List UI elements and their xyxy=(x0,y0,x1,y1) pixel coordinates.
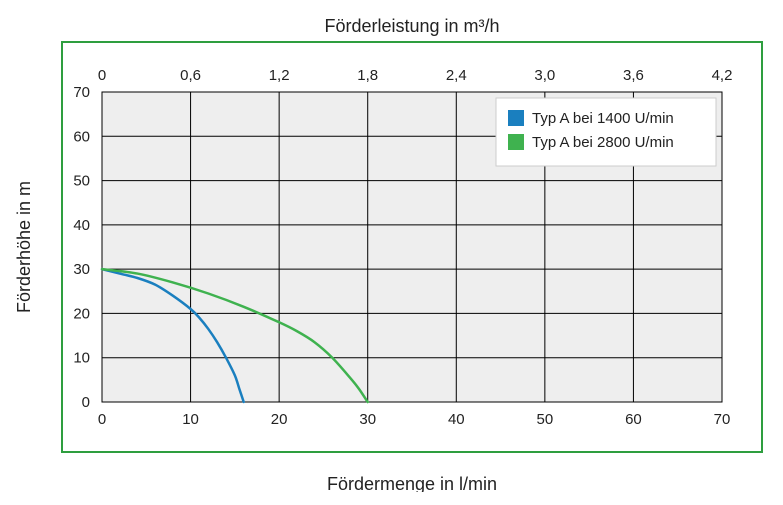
x-tick-top: 3,6 xyxy=(622,67,643,84)
y-axis-title: Förderhöhe in m xyxy=(14,181,34,313)
x-axis-bottom-title: Fördermenge in l/min xyxy=(326,474,496,492)
legend-swatch xyxy=(508,134,524,150)
legend-box xyxy=(496,98,716,166)
x-axis-top-title: Förderleistung in m³/h xyxy=(324,16,499,36)
x-tick-top: 4,2 xyxy=(711,67,732,84)
x-tick-bottom: 0 xyxy=(97,411,105,428)
y-tick: 30 xyxy=(73,261,90,278)
x-tick-top: 2,4 xyxy=(445,67,466,84)
x-tick-top: 1,8 xyxy=(357,67,378,84)
pump-curve-chart: 0 10 20 30 40 50 60 70 0 0,6 1,2 1,8 2,4 3,0 3,6 4,2 0 10… xyxy=(12,10,772,492)
x-tick-bottom: 50 xyxy=(536,411,553,428)
x-tick-top: 1,2 xyxy=(268,67,289,84)
legend-label: Typ A bei 2800 U/min xyxy=(532,134,674,151)
x-tick-bottom: 10 xyxy=(182,411,199,428)
y-tick: 70 xyxy=(73,84,90,101)
legend-label: Typ A bei 1400 U/min xyxy=(532,110,674,127)
x-tick-top: 0 xyxy=(97,67,105,84)
y-tick: 20 xyxy=(73,305,90,322)
chart-container: 0 10 20 30 40 50 60 70 0 0,6 1,2 1,8 2,4 3,0 3,6 4,2 0 10… xyxy=(12,10,772,492)
legend-swatch xyxy=(508,110,524,126)
x-tick-top: 0,6 xyxy=(180,67,201,84)
x-tick-bottom: 70 xyxy=(713,411,730,428)
x-tick-top: 3,0 xyxy=(534,67,555,84)
x-tick-bottom: 20 xyxy=(270,411,287,428)
y-tick: 0 xyxy=(81,394,89,411)
y-tick: 40 xyxy=(73,217,90,234)
x-tick-bottom: 60 xyxy=(625,411,642,428)
y-tick: 50 xyxy=(73,173,90,190)
x-tick-bottom: 30 xyxy=(359,411,376,428)
x-tick-bottom: 40 xyxy=(447,411,464,428)
y-tick: 10 xyxy=(73,350,90,367)
y-tick: 60 xyxy=(73,128,90,145)
